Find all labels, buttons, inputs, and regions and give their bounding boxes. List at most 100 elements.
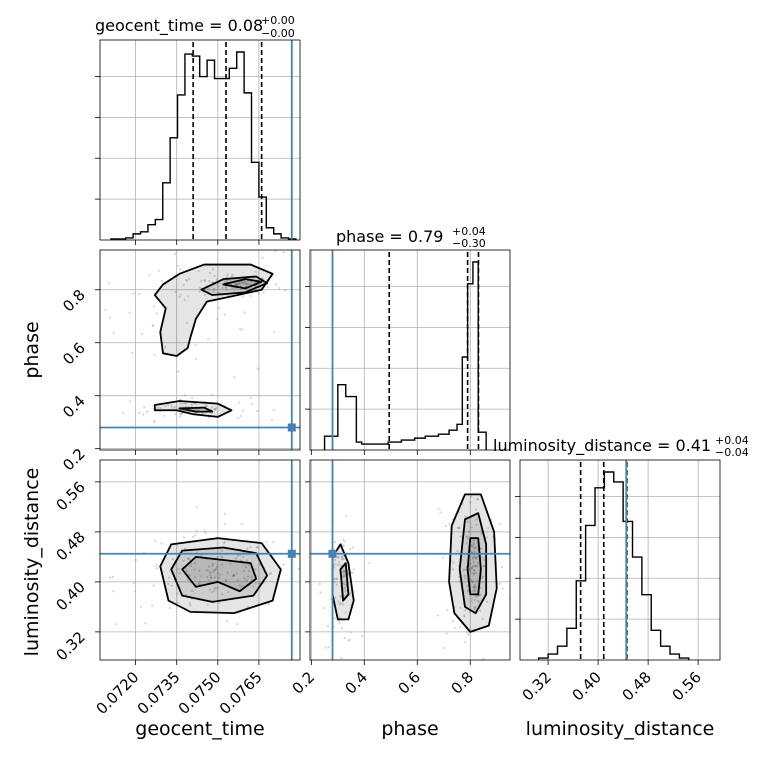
panel-phase-vs-geocent-time-sample-point (242, 409, 245, 413)
panel-phase-vs-geocent-time-sample-point (238, 282, 241, 285)
panel-phase-vs-geocent-time-sample-point (204, 405, 207, 408)
panel-luminosity-distance-vs-phase-sample-point (486, 526, 490, 530)
panel-luminosity-distance-vs-phase-sample-point (351, 546, 354, 549)
panel-luminosity-distance-vs-phase-sample-point (470, 597, 474, 600)
panel-luminosity-distance-vs-geocent-time-sample-point (167, 576, 171, 579)
panel-luminosity-distance-vs-phase-sample-point (333, 563, 336, 566)
panel-phase-vs-geocent-time-sample-point (184, 402, 187, 405)
panel-phase-vs-geocent-time-sample-point (191, 397, 194, 400)
panel-phase-vs-geocent-time-sample-point (213, 408, 216, 411)
panel-luminosity-distance-vs-phase-sample-point (466, 535, 469, 538)
panel-luminosity-distance-vs-geocent-time-sample-point (213, 569, 217, 572)
panel-luminosity-distance-vs-geocent-time-sample-point (211, 562, 214, 566)
panel-luminosity-distance-vs-phase-sample-point (336, 563, 339, 566)
panel-luminosity-distance-vs-phase-sample-point (342, 544, 345, 547)
panel-luminosity-distance-vs-phase-sample-point (452, 561, 455, 564)
panel-phase-vs-geocent-time-sample-point (213, 408, 216, 411)
panel-luminosity-distance-vs-phase-sample-point (457, 575, 461, 578)
panel-luminosity-distance-vs-geocent-time-sample-point (187, 579, 190, 582)
panel-luminosity-distance-vs-phase-sample-point (332, 565, 336, 568)
panel-luminosity-distance-vs-geocent-time-sample-point (268, 572, 271, 576)
panel-luminosity-distance-vs-phase-sample-point (350, 571, 353, 574)
panel-luminosity-distance-vs-phase-sample-point (351, 571, 354, 574)
panel-luminosity-distance-vs-phase-sample-point (478, 609, 482, 612)
panel-luminosity-distance-vs-phase-sample-point (468, 568, 471, 571)
panel-luminosity-distance-vs-phase-sample-point (342, 538, 345, 541)
panel-luminosity-distance-vs-phase-sample-point (475, 518, 478, 521)
panel-luminosity-distance-vs-geocent-time-sample-point (226, 620, 229, 623)
panel-luminosity-distance-vs-geocent-time-sample-point (193, 562, 197, 565)
panel-luminosity-distance-vs-phase-contour-4 (466, 537, 482, 596)
panel-luminosity-distance-vs-phase-sample-point (339, 564, 342, 567)
panel-phase-vs-geocent-time-sample-point (241, 295, 245, 298)
panel-phase-vs-geocent-time-sample-point (250, 402, 254, 405)
panel-phase-vs-geocent-time-sample-point (235, 283, 238, 286)
panel-phase-vs-geocent-time-sample-point (183, 394, 187, 397)
panel-phase-vs-geocent-time-sample-point (171, 406, 174, 409)
panel-luminosity-distance-vs-geocent-time-sample-point (209, 571, 212, 574)
panel-phase-vs-geocent-time-sample-point (235, 282, 239, 286)
panel-phase-vs-geocent-time-sample-point (183, 298, 186, 302)
panel-phase-vs-geocent-time-sample-point (261, 256, 264, 259)
panel-phase-vs-geocent-time-sample-point (256, 367, 259, 370)
xtick-label-luminosity-distance-0: 0.32 (519, 668, 555, 704)
panel-phase-vs-geocent-time-sample-point (270, 419, 274, 422)
panel-phase-vs-geocent-time-sample-point (142, 413, 145, 416)
panel-luminosity-distance-vs-geocent-time-sample-point (216, 571, 220, 575)
panel-phase-vs-geocent-time-sample-point (225, 286, 228, 289)
panel-phase-vs-geocent-time-sample-point (221, 286, 224, 289)
panel-phase-vs-geocent-time-sample-point (231, 286, 234, 290)
panel-luminosity-distance-vs-geocent-time-contour-0 (159, 537, 282, 615)
panel-phase-vs-geocent-time-sample-point (170, 404, 173, 407)
panel-phase-vs-geocent-time-sample-point (239, 414, 243, 418)
panel-phase-vs-geocent-time-sample-point (129, 400, 132, 403)
panel-phase-vs-geocent-time-sample-point (224, 286, 227, 289)
panel-phase-vs-geocent-time-sample-point (245, 282, 248, 285)
panel-luminosity-distance-vs-phase-sample-point (474, 571, 477, 575)
panel-phase-vs-geocent-time-sample-point (180, 413, 183, 416)
panel-luminosity-distance-vs-geocent-time-sample-point (189, 564, 193, 568)
panel-phase-vs-geocent-time-sample-point (215, 278, 219, 281)
panel-luminosity-distance-vs-geocent-time-sample-point (177, 568, 180, 571)
panel-luminosity-distance-vs-phase-sample-point (465, 535, 468, 538)
panel-luminosity-distance-vs-phase-sample-point (473, 598, 477, 601)
panel-luminosity-distance-vs-phase-sample-point (437, 507, 440, 510)
panel-phase-vs-geocent-time-sample-point (163, 414, 166, 417)
panel-luminosity-distance-vs-phase-sample-point (470, 600, 473, 603)
panel-luminosity-distance-vs-phase-sample-point (465, 542, 468, 545)
panel-luminosity-distance-vs-geocent-time-sample-point (217, 601, 221, 604)
panel-luminosity-distance-vs-phase-sample-point (462, 614, 466, 617)
panel-luminosity-distance-vs-geocent-time-sample-point (198, 569, 201, 572)
panel-luminosity-distance-vs-phase-sample-point (337, 620, 340, 623)
panel-phase-vs-geocent-time-sample-point (164, 345, 167, 349)
panel-phase-vs-geocent-time-sample-point (241, 281, 244, 285)
panel-phase-vs-geocent-time-sample-point (237, 401, 241, 404)
title-phase: phase = 0.79 (336, 227, 443, 246)
panel-phase-vs-geocent-time-sample-point (213, 274, 216, 278)
panel-luminosity-distance-vs-geocent-time-sample-point (171, 557, 175, 561)
panel-phase-vs-geocent-time-sample-point (173, 252, 177, 255)
panel-phase-vs-geocent-time-sample-point (174, 290, 177, 294)
panel-phase-vs-geocent-time-sample-point (218, 306, 221, 309)
panel-luminosity-distance-vs-phase-sample-point (349, 631, 353, 634)
panel-luminosity-distance-vs-phase-sample-point (451, 619, 455, 623)
panel-phase-vs-geocent-time-sample-point (274, 283, 278, 286)
panel-phase-vs-geocent-time-sample-point (266, 285, 269, 289)
panel-phase-vs-geocent-time-frame (99, 249, 301, 451)
panel-luminosity-distance-vs-geocent-time-sample-point (203, 529, 206, 532)
panel-phase-vs-geocent-time-sample-point (240, 280, 243, 283)
panel-phase-vs-geocent-time-sample-point (146, 410, 149, 413)
panel-luminosity-distance-vs-geocent-time-sample-point (297, 567, 300, 570)
panel-luminosity-distance-vs-phase-sample-point (469, 495, 473, 498)
panel-luminosity-distance-vs-geocent-time-truth-marker (287, 549, 296, 558)
panel-luminosity-distance-vs-phase-sample-point (340, 656, 343, 660)
panel-phase-vs-geocent-time-sample-point (201, 412, 204, 415)
panel-luminosity-distance-vs-phase-sample-point (473, 606, 476, 609)
panel-phase-vs-geocent-time-sample-point (249, 294, 252, 297)
panel-luminosity-distance-vs-phase-sample-point (453, 626, 457, 629)
xlabel-phase: phase (381, 718, 438, 740)
panel-luminosity-distance-vs-geocent-time-sample-point (240, 585, 243, 588)
panel-luminosity-distance-vs-phase-sample-point (451, 568, 454, 571)
panel-luminosity-distance-vs-geocent-time-sample-point (258, 581, 261, 585)
